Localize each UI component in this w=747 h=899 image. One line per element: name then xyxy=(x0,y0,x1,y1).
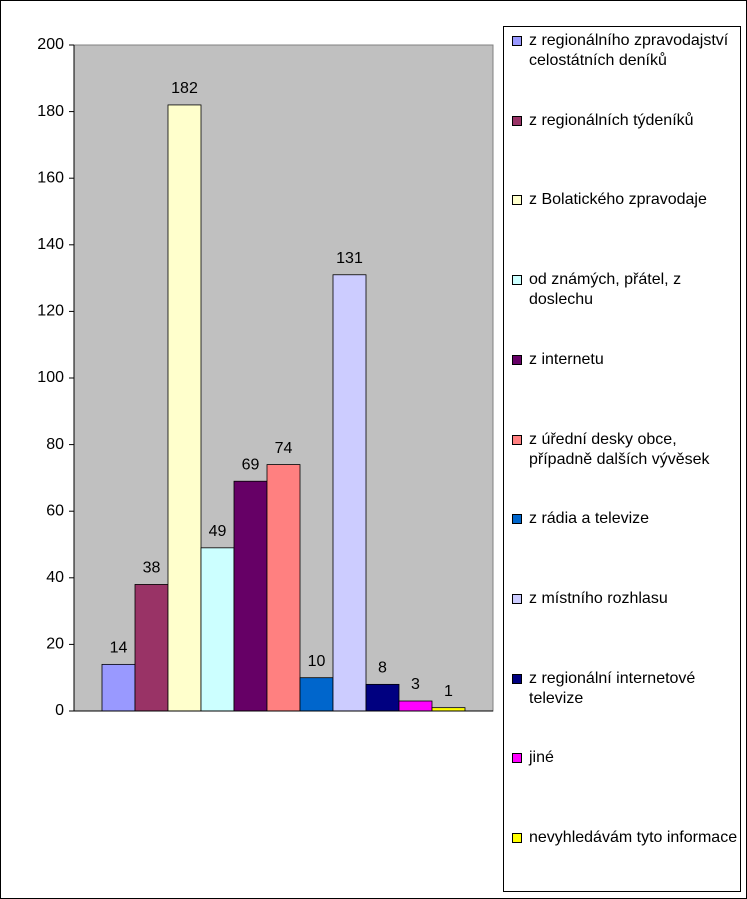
legend-swatch xyxy=(512,673,522,684)
legend-swatch xyxy=(512,275,522,286)
legend-swatch xyxy=(512,434,522,445)
legend-swatch xyxy=(512,354,522,365)
legend-label: z úřední desky obce, případně dalších vý… xyxy=(529,430,710,468)
bar xyxy=(365,683,400,712)
bar xyxy=(398,700,433,712)
legend-label: z regionálního zpravodajství celostátníc… xyxy=(529,32,729,69)
y-tick-label: 140 xyxy=(37,236,64,253)
bar xyxy=(266,464,301,712)
legend-entry: z rádia a televize xyxy=(512,509,740,529)
legend-entry: od známých, přátel, z doslechu xyxy=(512,270,740,310)
legend-entry: z úřední desky obce, případně dalších vý… xyxy=(512,430,740,470)
bar xyxy=(200,547,235,712)
legend-swatch xyxy=(512,514,522,525)
legend-entry: z regionálního zpravodajství celostátníc… xyxy=(512,31,740,71)
y-tick-label: 160 xyxy=(37,169,64,186)
legend-label: z regionálních týdeníků xyxy=(529,111,694,129)
data-label: 131 xyxy=(336,250,363,267)
bar xyxy=(134,584,169,712)
y-tick-label: 60 xyxy=(46,502,64,519)
y-tick-label: 40 xyxy=(46,569,64,586)
legend-entry: nevyhledávám tyto informace xyxy=(512,828,740,848)
plot: 0204060801001201401601802001438182496974… xyxy=(37,36,494,719)
legend-label: jiné xyxy=(529,749,554,767)
legend-label: z Bolatického zpravodaje xyxy=(529,191,707,209)
legend-swatch xyxy=(512,753,522,764)
legend-entry: z internetu xyxy=(512,350,740,370)
legend-label: z regionální internetové televize xyxy=(529,669,696,707)
legend-label: z rádia a televize xyxy=(529,510,650,528)
legend-label: z místního rozhlasu xyxy=(529,589,668,607)
y-tick-label: 180 xyxy=(37,103,64,120)
y-tick-label: 120 xyxy=(37,303,64,320)
legend-entry: jiné xyxy=(512,748,740,768)
bar xyxy=(332,274,367,712)
y-tick-label: 100 xyxy=(37,369,64,386)
legend-entry: z Bolatického zpravodaje xyxy=(512,190,740,210)
data-label: 3 xyxy=(411,676,420,693)
data-label: 74 xyxy=(275,440,293,457)
y-tick-label: 200 xyxy=(37,36,64,53)
bar xyxy=(167,104,202,712)
data-label: 8 xyxy=(378,660,387,677)
data-label: 14 xyxy=(110,640,128,657)
legend-swatch xyxy=(512,36,522,46)
data-label: 49 xyxy=(209,523,227,540)
y-tick-label: 80 xyxy=(46,436,64,453)
legend-swatch xyxy=(512,195,522,206)
legend-label: od známých, přátel, z doslechu xyxy=(529,271,682,309)
legend: z regionálního zpravodajství celostátníc… xyxy=(503,26,741,892)
legend-entry: z regionální internetové televize xyxy=(512,669,740,709)
data-label: 38 xyxy=(143,560,161,577)
legend-swatch xyxy=(512,115,522,126)
legend-label: nevyhledávám tyto informace xyxy=(529,829,738,846)
legend-label: z internetu xyxy=(529,350,604,368)
legend-swatch xyxy=(512,593,522,604)
legend-swatch xyxy=(512,833,522,843)
data-label: 69 xyxy=(242,456,260,473)
legend-entry: z místního rozhlasu xyxy=(512,589,740,609)
bar xyxy=(101,663,136,712)
data-label: 10 xyxy=(308,653,326,670)
bar xyxy=(233,480,268,712)
y-tick-label: 0 xyxy=(55,702,64,719)
legend-entry: z regionálních týdeníků xyxy=(512,111,740,131)
bar xyxy=(299,677,334,712)
data-label: 1 xyxy=(444,683,453,700)
data-label: 182 xyxy=(171,80,198,97)
y-tick-label: 20 xyxy=(46,636,64,653)
